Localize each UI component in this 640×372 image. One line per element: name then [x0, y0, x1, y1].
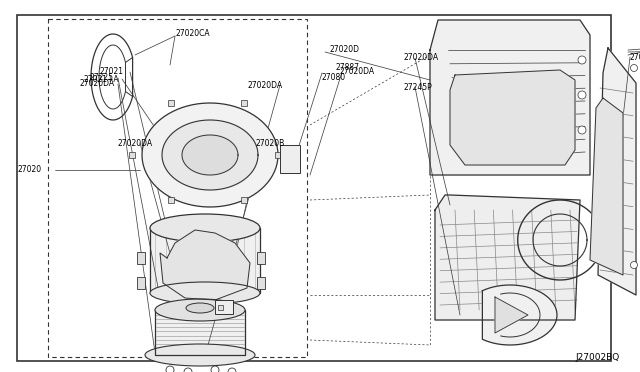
Bar	[137, 252, 145, 264]
Polygon shape	[182, 135, 238, 175]
Circle shape	[228, 368, 236, 372]
Polygon shape	[483, 285, 557, 345]
Text: J27002BQ: J27002BQ	[576, 353, 620, 362]
Polygon shape	[150, 228, 260, 293]
Polygon shape	[495, 297, 528, 333]
Circle shape	[578, 56, 586, 64]
Text: 27020CA: 27020CA	[175, 29, 210, 38]
Polygon shape	[142, 103, 278, 207]
Text: 27887: 27887	[336, 64, 360, 73]
Text: 27225: 27225	[90, 74, 114, 83]
Circle shape	[166, 366, 174, 372]
Text: 27020: 27020	[17, 166, 41, 174]
Text: 27020DA: 27020DA	[118, 138, 153, 148]
Text: 27020DA: 27020DA	[248, 80, 283, 90]
Ellipse shape	[155, 299, 245, 321]
Text: 27020DA: 27020DA	[80, 80, 115, 89]
Ellipse shape	[150, 282, 260, 304]
Ellipse shape	[186, 303, 214, 313]
Text: 27245P: 27245P	[403, 83, 432, 92]
Text: 27020D: 27020D	[330, 45, 360, 55]
Text: 27020C: 27020C	[630, 52, 640, 61]
Polygon shape	[598, 48, 636, 295]
Bar	[241, 100, 247, 106]
Polygon shape	[430, 20, 590, 175]
Polygon shape	[450, 70, 575, 165]
Circle shape	[630, 64, 637, 71]
Circle shape	[578, 126, 586, 134]
Text: 27021+A: 27021+A	[84, 74, 120, 83]
Ellipse shape	[145, 344, 255, 366]
Circle shape	[211, 366, 219, 372]
Text: 27021: 27021	[100, 67, 124, 77]
Bar	[218, 305, 223, 310]
Bar	[137, 277, 145, 289]
Text: 27020DA: 27020DA	[340, 67, 375, 77]
Polygon shape	[435, 195, 580, 320]
Bar	[275, 152, 281, 158]
Text: 27020DA: 27020DA	[403, 54, 438, 62]
Polygon shape	[162, 120, 258, 190]
Bar	[257, 252, 265, 264]
Ellipse shape	[150, 214, 260, 242]
Bar	[168, 100, 174, 106]
Bar	[257, 277, 265, 289]
Bar	[241, 197, 247, 203]
Bar	[280, 145, 300, 173]
Bar	[129, 152, 135, 158]
Polygon shape	[590, 98, 623, 275]
Polygon shape	[155, 310, 245, 355]
Circle shape	[578, 91, 586, 99]
Text: 27080: 27080	[322, 74, 346, 83]
Bar	[48, 19, 307, 357]
Bar	[215, 300, 233, 314]
Circle shape	[630, 262, 637, 269]
Circle shape	[184, 368, 192, 372]
Bar	[168, 197, 174, 203]
Text: 27020B: 27020B	[255, 138, 284, 148]
Polygon shape	[160, 230, 250, 300]
